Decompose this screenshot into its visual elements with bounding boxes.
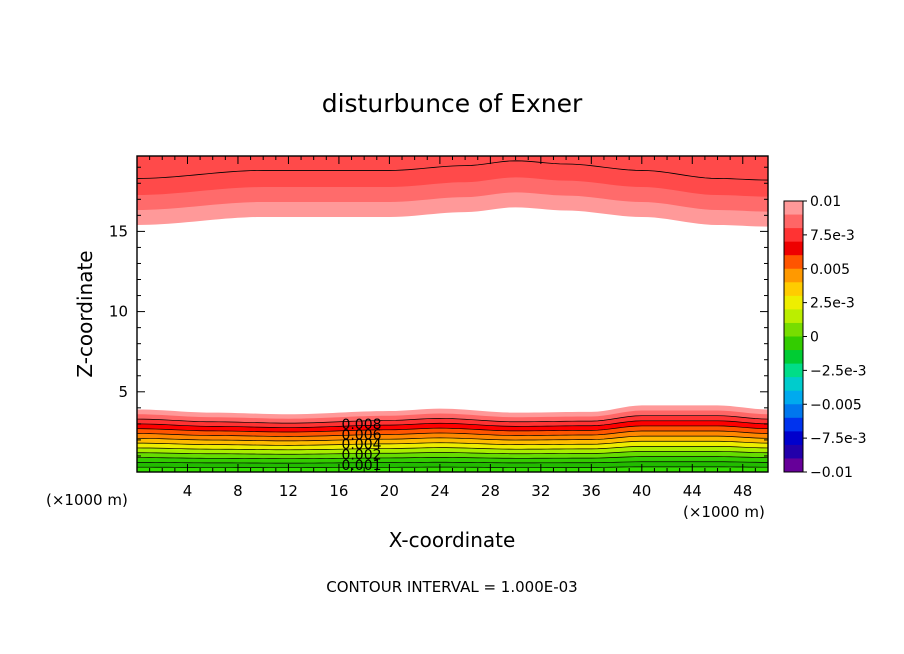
y-tick-label: 10	[109, 303, 128, 321]
y-tick-label: 15	[109, 222, 128, 240]
colorbar-swatch	[784, 390, 803, 405]
contour-label: 0.002	[341, 447, 381, 463]
colorbar-swatch	[784, 336, 803, 351]
colorbar-label: −7.5e-3	[810, 431, 867, 447]
x-tick-label: 36	[582, 482, 601, 500]
colorbar-swatch	[784, 444, 803, 459]
x-tick-label: 28	[481, 482, 500, 500]
contour-line-4	[136, 425, 769, 433]
colorbar-swatch	[784, 214, 803, 229]
contour-label: 0.004	[341, 437, 381, 453]
colorbar-swatch	[784, 417, 803, 432]
contour-label: 0.008	[341, 417, 381, 433]
colorbar-swatch	[784, 458, 803, 473]
colorbar-swatch	[784, 201, 803, 216]
x-tick-label: 48	[733, 482, 752, 500]
colorbar-label: −2.5e-3	[810, 363, 867, 379]
x-tick-label: 24	[430, 482, 449, 500]
upper-band-2	[137, 156, 768, 197]
x-tick-label: 44	[683, 482, 702, 500]
contour-line-5	[136, 430, 769, 437]
colorbar-swatch	[784, 295, 803, 310]
colorbar-swatch	[784, 241, 803, 256]
contour-line-9	[136, 451, 769, 455]
colorbar-swatch	[784, 282, 803, 297]
contour-line-2	[136, 415, 769, 424]
x-axis-label: X-coordinate	[389, 528, 516, 552]
colorbar-swatch	[784, 255, 803, 270]
colorbar-swatch	[784, 363, 803, 378]
colorbar-label: 2.5e-3	[810, 296, 855, 312]
contour-line-10	[136, 456, 769, 460]
x-unit-left: (×1000 m)	[46, 491, 128, 509]
x-tick-label: 40	[632, 482, 651, 500]
colorbar-swatch	[784, 268, 803, 283]
colorbar-swatch	[784, 228, 803, 243]
contour-line-11	[136, 461, 769, 464]
colorbar-label: 0.01	[810, 194, 841, 210]
colorbar-swatch	[784, 322, 803, 337]
colorbar-swatch	[784, 404, 803, 419]
colorbar-label: 0	[810, 330, 819, 346]
y-axis: 5 10 15	[109, 166, 768, 457]
x-tick-label: 16	[329, 482, 348, 500]
x-tick-label: 12	[279, 482, 298, 500]
x-axis: 4 8 12 16 20 24 28 32 36 40 44 48	[149, 156, 756, 500]
contour-label: 0.006	[341, 427, 381, 443]
contour-line-3	[136, 420, 769, 428]
contour-interval-note: CONTOUR INTERVAL = 1.000E-03	[326, 578, 577, 596]
y-tick-label: 5	[118, 383, 128, 401]
x-unit-right: (×1000 m)	[683, 503, 765, 521]
y-axis-label: Z-coordinate	[73, 250, 97, 377]
contour-lines	[136, 160, 769, 468]
x-tick-label: 20	[380, 482, 399, 500]
x-tick-label: 8	[233, 482, 243, 500]
colorbar-swatch	[784, 431, 803, 446]
colorbar-label: −0.01	[810, 465, 853, 481]
colorbar-swatch	[784, 309, 803, 324]
x-tick-label: 32	[531, 482, 550, 500]
colorbar-label: 0.005	[810, 262, 850, 278]
contour-line-6	[136, 435, 769, 442]
contour-line-upper	[136, 160, 769, 181]
x-tick-label: 4	[183, 482, 193, 500]
chart-title: disturbunce of Exner	[322, 89, 583, 118]
colorbar: 0.01 7.5e-3 0.005 2.5e-3 0 −2.5e-3 −0.005 −7.5e…	[783, 194, 867, 481]
colorbar-swatch	[784, 350, 803, 365]
colorbar-swatch	[784, 377, 803, 392]
colorbar-label: 7.5e-3	[810, 228, 855, 244]
plot-area	[137, 156, 768, 472]
contour-line-8	[136, 446, 769, 451]
contour-line-7	[136, 440, 769, 446]
colorbar-label: −0.005	[810, 397, 862, 413]
contour-line-12	[136, 466, 769, 468]
